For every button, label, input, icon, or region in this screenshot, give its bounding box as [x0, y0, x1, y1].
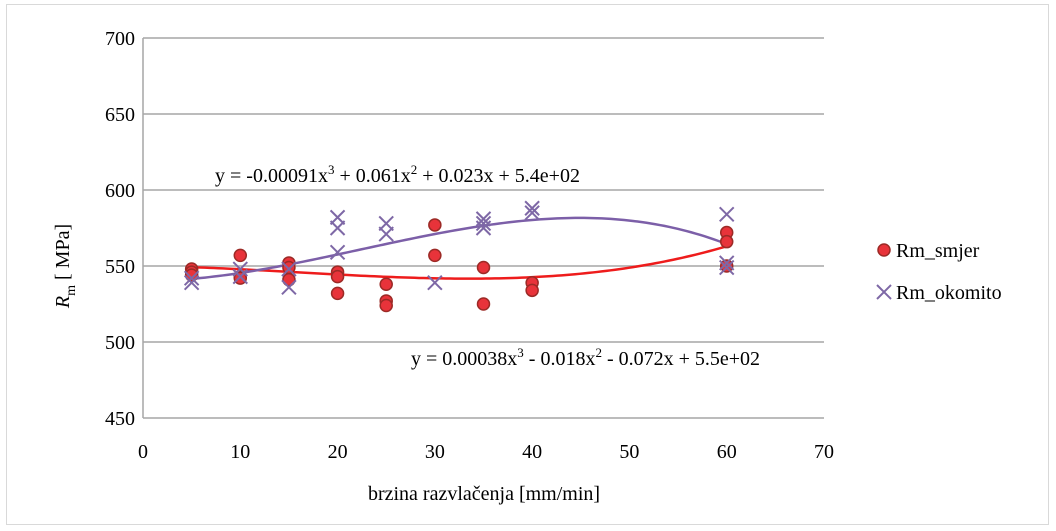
eq-smjer-mid: - 0.018x	[524, 348, 596, 370]
point-rm-okomito	[427, 275, 443, 291]
point-rm-okomito	[475, 215, 492, 232]
eq-okomito-exp2: 2	[411, 162, 418, 177]
point-rm-okomito	[378, 226, 394, 242]
point-rm-okomito	[719, 206, 735, 223]
x-tick-label: 70	[814, 441, 834, 463]
point-rm-okomito	[329, 220, 346, 236]
x-tick-label: 60	[717, 441, 737, 463]
trendline-rm-smjer	[191, 245, 728, 280]
point-rm-okomito	[719, 255, 735, 271]
point-rm-smjer	[233, 271, 248, 285]
legend-label-rm-okomito: Rm_okomito	[896, 282, 1002, 304]
point-rm-smjer	[233, 248, 248, 263]
point-rm-smjer	[428, 248, 442, 263]
x-tick-label: 0	[138, 441, 148, 463]
point-rm-okomito	[475, 220, 492, 236]
chart-frame	[6, 4, 1049, 525]
point-rm-okomito	[183, 275, 200, 291]
y-tick-label: 500	[105, 332, 135, 354]
point-rm-smjer	[282, 260, 296, 275]
point-rm-smjer	[476, 260, 491, 275]
x-tick-label: 50	[619, 441, 639, 463]
point-rm-okomito	[719, 259, 735, 276]
point-rm-smjer	[282, 272, 296, 287]
eq-smjer-exp3: 3	[517, 345, 524, 360]
trendlines	[191, 216, 728, 281]
y-axis-unit: [ MPa]	[52, 224, 74, 285]
x-tick-label: 10	[230, 441, 250, 463]
trendline-label-rm-smjer: y = 0.00038x3 - 0.018x2 - 0.072x + 5.5e+…	[411, 345, 760, 370]
point-rm-okomito	[281, 279, 297, 295]
legend-label-rm-smjer: Rm_smjer	[896, 240, 980, 262]
y-tick-label: 700	[105, 28, 135, 50]
point-rm-smjer	[719, 234, 734, 249]
point-rm-okomito	[183, 270, 200, 286]
eq-okomito-mid: + 0.061x	[334, 165, 410, 187]
point-rm-okomito	[232, 261, 248, 277]
point-rm-smjer	[330, 269, 345, 284]
eq-okomito-tail: + 0.023x + 5.4e+02	[417, 165, 580, 187]
y-tick-label: 650	[105, 104, 135, 126]
point-rm-smjer	[379, 298, 393, 313]
point-rm-okomito	[329, 244, 346, 261]
point-rm-smjer	[525, 283, 539, 298]
eq-smjer-tail: - 0.072x + 5.5e+02	[602, 348, 760, 370]
x-tick-label: 20	[328, 441, 348, 463]
eq-okomito-base: y = -0.00091x	[215, 165, 328, 187]
point-rm-smjer	[719, 259, 734, 273]
point-rm-okomito	[524, 200, 540, 216]
eq-smjer-exp2: 2	[595, 345, 602, 360]
point-rm-smjer	[476, 297, 491, 311]
y-axis-title: Rm [ MPa]	[52, 224, 79, 309]
data-points	[183, 200, 735, 313]
grid-lines	[143, 37, 824, 419]
point-rm-okomito	[281, 261, 297, 277]
trendline-label-rm-okomito: y = -0.00091x3 + 0.061x2 + 0.023x + 5.4e…	[215, 162, 580, 187]
point-rm-okomito	[232, 268, 248, 285]
axes: 450 500 550 600 650 700 0 10 20 30 40 50 60 70	[105, 28, 834, 463]
point-rm-okomito	[524, 205, 540, 221]
point-rm-smjer	[330, 286, 345, 301]
x-tick-label: 30	[425, 441, 445, 463]
point-rm-smjer	[184, 268, 199, 282]
y-tick-label: 450	[105, 408, 135, 430]
legend-marker-rm-smjer	[877, 243, 891, 257]
point-rm-smjer	[428, 218, 442, 232]
y-axis-symbol: R	[52, 296, 74, 309]
legend: Rm_smjer Rm_okomito	[876, 240, 1002, 304]
eq-smjer-base: y = 0.00038x	[411, 348, 517, 370]
y-tick-label: 600	[105, 180, 135, 202]
eq-okomito-exp3: 3	[328, 162, 335, 177]
x-axis-title: brzina razvlačenja [mm/min]	[368, 483, 600, 505]
legend-marker-rm-okomito	[876, 284, 892, 300]
y-tick-label: 550	[105, 256, 135, 278]
trendline-rm-okomito	[191, 216, 728, 281]
x-tick-label: 40	[522, 441, 542, 463]
point-rm-smjer	[379, 277, 393, 291]
y-axis-subscript: m	[64, 285, 79, 296]
